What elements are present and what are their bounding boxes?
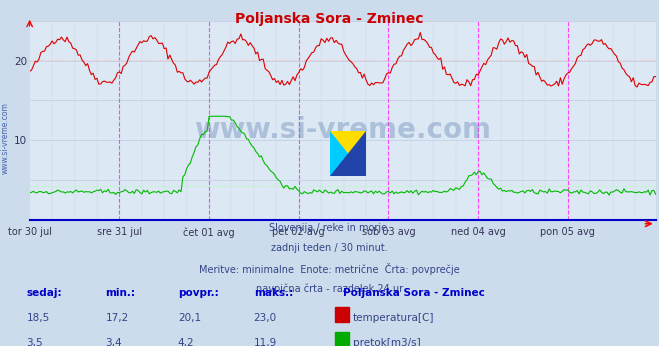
Text: pretok[m3/s]: pretok[m3/s] bbox=[353, 338, 420, 346]
Text: Meritve: minimalne  Enote: metrične  Črta: povprečje: Meritve: minimalne Enote: metrične Črta:… bbox=[199, 263, 460, 275]
Text: 18,5: 18,5 bbox=[26, 313, 49, 323]
Text: 3,4: 3,4 bbox=[105, 338, 122, 346]
Text: 23,0: 23,0 bbox=[254, 313, 277, 323]
Text: Slovenija / reke in morje.: Slovenija / reke in morje. bbox=[269, 223, 390, 233]
Text: maks.:: maks.: bbox=[254, 288, 293, 298]
Text: Poljanska Sora - Zminec: Poljanska Sora - Zminec bbox=[235, 12, 424, 26]
Text: www.si-vreme.com: www.si-vreme.com bbox=[1, 102, 10, 174]
Text: zadnji teden / 30 minut.: zadnji teden / 30 minut. bbox=[271, 243, 388, 253]
Text: temperatura[C]: temperatura[C] bbox=[353, 313, 434, 323]
Text: 3,5: 3,5 bbox=[26, 338, 43, 346]
Text: 17,2: 17,2 bbox=[105, 313, 129, 323]
Text: povpr.:: povpr.: bbox=[178, 288, 219, 298]
Text: www.si-vreme.com: www.si-vreme.com bbox=[194, 116, 491, 144]
Text: navpična črta - razdelek 24 ur: navpična črta - razdelek 24 ur bbox=[256, 283, 403, 294]
Polygon shape bbox=[330, 131, 366, 176]
Polygon shape bbox=[330, 131, 366, 176]
Text: 20,1: 20,1 bbox=[178, 313, 201, 323]
Text: Poljanska Sora - Zminec: Poljanska Sora - Zminec bbox=[343, 288, 484, 298]
Text: sedaj:: sedaj: bbox=[26, 288, 62, 298]
Text: 11,9: 11,9 bbox=[254, 338, 277, 346]
Polygon shape bbox=[330, 131, 366, 176]
Text: min.:: min.: bbox=[105, 288, 136, 298]
Text: 4,2: 4,2 bbox=[178, 338, 194, 346]
